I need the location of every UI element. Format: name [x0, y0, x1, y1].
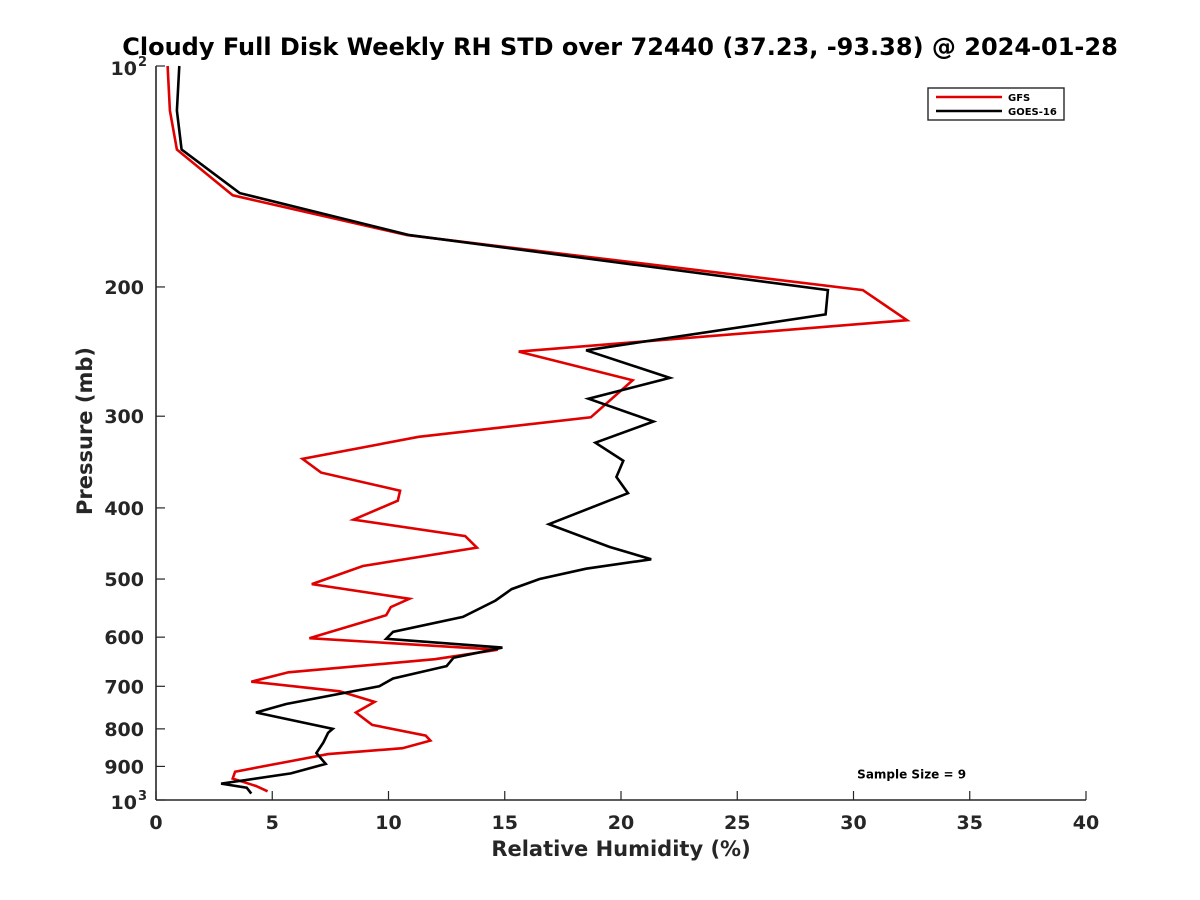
series-line-gfs [166, 65, 911, 793]
series-lines [166, 65, 911, 795]
series-line-goes-16 [175, 65, 830, 795]
x-axis-label: Relative Humidity (%) [491, 837, 750, 861]
y-tick-label: 10 [111, 792, 137, 814]
y-tick-label: 300 [104, 406, 144, 428]
legend-label-goes-16: GOES-16 [1008, 107, 1057, 118]
plot-area: 0 5 10 15 20 25 30 35 40 10 220030040050060070080… [104, 55, 1099, 834]
x-tick-label: 20 [608, 812, 634, 834]
x-tick-label: 10 [375, 812, 401, 834]
y-tick-label: 500 [104, 569, 144, 591]
y-tick-exponent: 2 [138, 55, 147, 70]
x-tick-label: 30 [840, 812, 866, 834]
y-tick-label: 400 [104, 498, 144, 520]
legend-box [927, 87, 1065, 121]
legend: GFS GOES-16 [927, 87, 1065, 121]
y-tick-label: 600 [104, 627, 144, 649]
y-tick-exponent: 3 [138, 789, 147, 804]
x-tick-label: 25 [724, 812, 750, 834]
x-tick-label: 15 [492, 812, 518, 834]
y-tick-label: 10 [111, 58, 137, 80]
y-tick-label: 900 [104, 756, 144, 778]
x-tick-label: 40 [1073, 812, 1099, 834]
sample-size-annotation: Sample Size = 9 [857, 767, 966, 781]
x-tick-label: 0 [149, 812, 162, 834]
y-tick-label: 800 [104, 719, 144, 741]
x-tick-label: 5 [266, 812, 279, 834]
x-tick-label: 35 [957, 812, 983, 834]
y-tick-label: 700 [104, 676, 144, 698]
legend-label-gfs: GFS [1008, 93, 1030, 104]
x-axis-ticks: 0 5 10 15 20 25 30 35 40 [149, 791, 1099, 834]
y-axis-label: Pressure (mb) [73, 347, 97, 515]
chart-title: Cloudy Full Disk Weekly RH STD over 7244… [122, 33, 1118, 61]
y-tick-label: 200 [104, 277, 144, 299]
